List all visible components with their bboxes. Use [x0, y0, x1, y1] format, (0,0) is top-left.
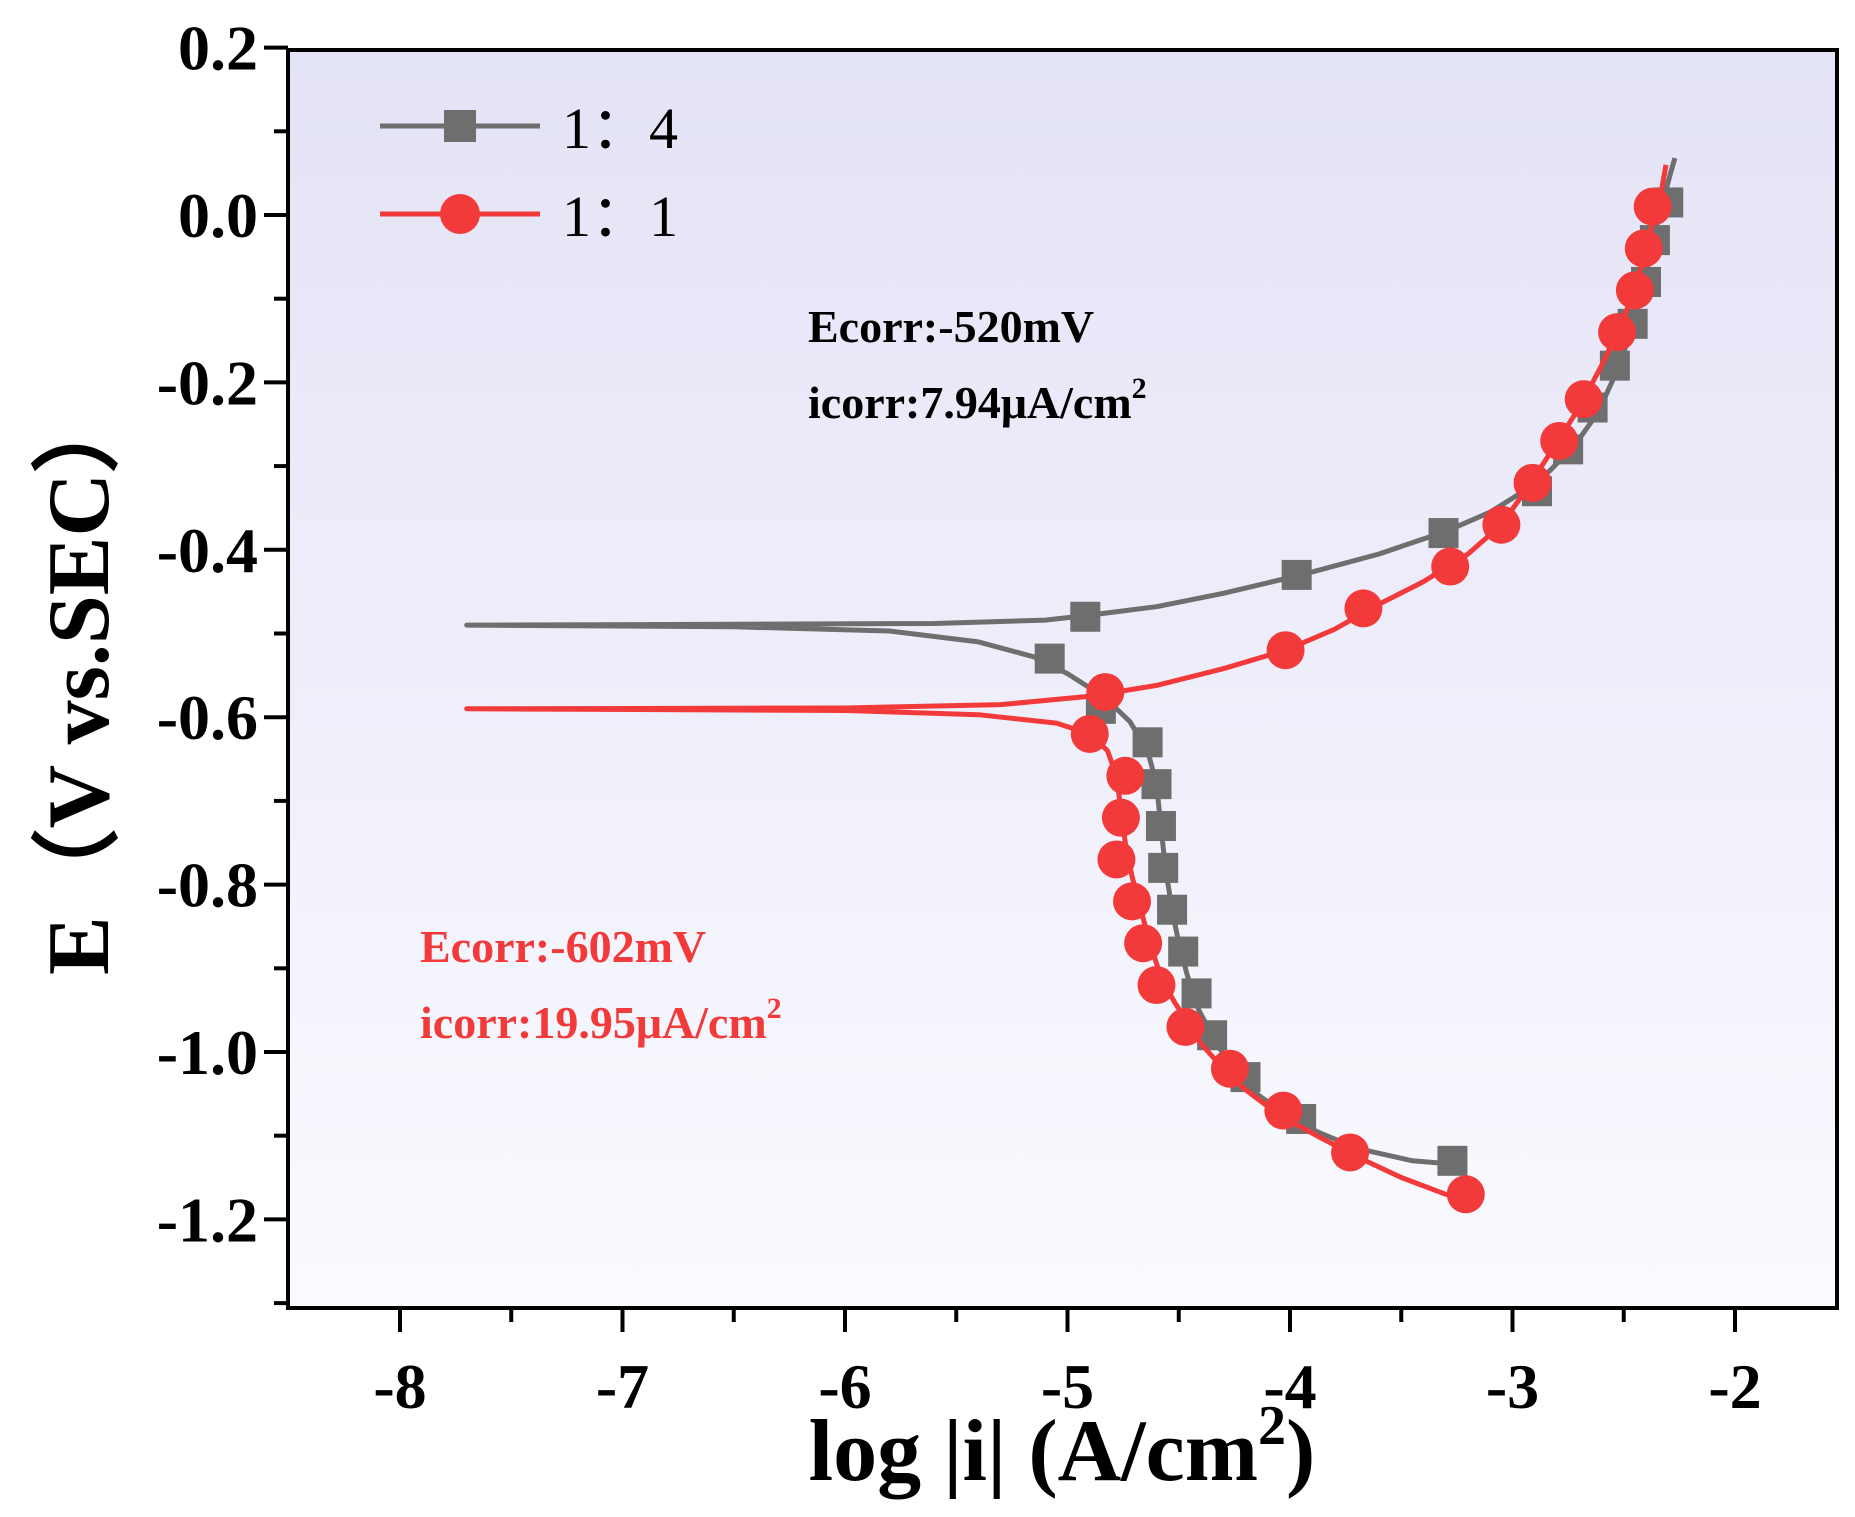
annotation-ecorr-1-1: Ecorr:-602mV — [420, 921, 706, 972]
data-point-circle — [1264, 1091, 1303, 1130]
annotation-1-1: Ecorr:-602mV icorr:19.95μA/cm2 — [420, 921, 782, 1048]
data-point-circle — [1598, 313, 1637, 352]
data-point-circle — [1344, 589, 1383, 628]
y-tick-label: 0.0 — [178, 180, 258, 251]
y-tick-label: 0.2 — [178, 13, 258, 84]
x-axis-title: log |i| (A/cm2) — [809, 1395, 1316, 1500]
series-1-1 — [464, 164, 1672, 1214]
x-tick-label: -5 — [1041, 1351, 1094, 1422]
data-point-circle — [1431, 547, 1470, 586]
data-point-square — [1281, 559, 1312, 590]
data-point-circle — [1166, 1007, 1205, 1046]
data-point-circle — [1615, 271, 1654, 310]
plot-frame — [286, 48, 1839, 1310]
data-point-circle — [1446, 1175, 1485, 1214]
data-point-square — [1437, 1145, 1468, 1176]
series-layer — [464, 157, 1684, 1214]
x-tick-label: -4 — [1263, 1351, 1316, 1422]
y-tick-label: -0.2 — [157, 347, 258, 418]
x-tick-label: -3 — [1486, 1351, 1539, 1422]
data-point-square — [1141, 769, 1172, 800]
data-point-circle — [1633, 187, 1672, 226]
x-tick-label: -6 — [818, 1351, 871, 1422]
data-point-circle — [1564, 380, 1603, 419]
annotation-1-4: Ecorr:-520mV icorr:7.94μA/cm2 — [808, 301, 1147, 428]
data-point-square — [1070, 601, 1101, 632]
data-point-circle — [1086, 673, 1125, 712]
x-tick-label: -7 — [596, 1351, 649, 1422]
plot-background — [288, 50, 1837, 1308]
data-point-circle — [1137, 966, 1176, 1005]
annotation-icorr-1-4: icorr:7.94μA/cm2 — [808, 372, 1147, 428]
legend-label-1-4: 1：4 — [562, 96, 678, 161]
data-point-circle — [1210, 1049, 1249, 1088]
data-point-square — [1168, 936, 1199, 967]
y-tick-label: -1.2 — [157, 1184, 258, 1255]
data-point-square — [1145, 811, 1176, 842]
y-axis-title: E（V vs.SEC） — [31, 385, 128, 975]
data-point-circle — [1097, 840, 1136, 879]
y-tick-label: -0.8 — [157, 850, 258, 921]
x-tick-label: -2 — [1708, 1351, 1761, 1422]
x-tick-label: -8 — [373, 1351, 426, 1422]
data-point-circle — [1266, 631, 1305, 670]
data-point-circle — [1101, 798, 1140, 837]
annotation-ecorr-1-4: Ecorr:-520mV — [808, 301, 1094, 352]
data-point-circle — [1513, 463, 1552, 502]
data-point-square — [1157, 894, 1188, 925]
legend-marker-square — [444, 110, 476, 142]
data-point-square — [1148, 852, 1179, 883]
data-point-circle — [1106, 756, 1145, 795]
tick-layer: -8 -7 -6 -5 -4 -3 -2 0.2 0.0 -0.2 -0.4 -0.6 -0.8 -1.0… — [157, 13, 1762, 1422]
data-point-circle — [1482, 505, 1521, 544]
data-point-circle — [1124, 924, 1163, 963]
y-tick-label: -1.0 — [157, 1017, 258, 1088]
data-point-circle — [1624, 229, 1663, 268]
legend-label-1-1: 1：1 — [562, 184, 678, 249]
data-point-circle — [1540, 421, 1579, 460]
legend-marker-circle — [440, 194, 480, 234]
data-point-square — [1132, 727, 1163, 758]
data-point-circle — [1113, 882, 1152, 921]
data-point-square — [1181, 978, 1212, 1009]
y-tick-label: -0.4 — [157, 515, 258, 586]
data-point-square — [1034, 643, 1065, 674]
y-tick-label: -0.6 — [157, 682, 258, 753]
data-point-circle — [1070, 714, 1109, 753]
legend: 1：4 1：1 — [380, 96, 678, 249]
annotation-icorr-1-1: icorr:19.95μA/cm2 — [420, 992, 782, 1048]
series-line — [464, 157, 1678, 1168]
data-point-circle — [1331, 1133, 1370, 1172]
data-point-square — [1428, 518, 1459, 549]
